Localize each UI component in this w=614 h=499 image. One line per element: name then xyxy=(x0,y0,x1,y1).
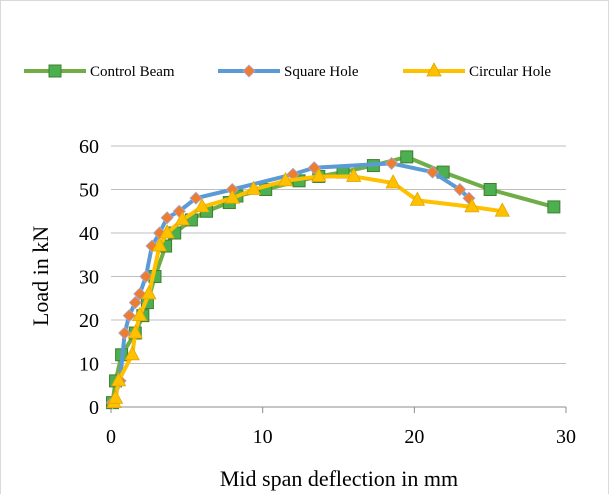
legend-item-square-hole: Square Hole xyxy=(218,64,359,80)
data-point-circular-hole xyxy=(110,372,127,387)
tick-labels: 0 10 20 30 40 50 60 0 10 20 30 xyxy=(79,136,576,448)
data-point-square-hole xyxy=(118,326,132,340)
legend-marker xyxy=(426,62,442,77)
legend-item-control-beam: Control Beam xyxy=(24,64,175,80)
data-point-circular-hole xyxy=(132,306,148,322)
data-point-control-beam xyxy=(483,183,497,196)
data-point-circular-hole xyxy=(245,180,262,195)
data-point-circular-hole xyxy=(311,167,327,182)
x-axis-title: Mid span deflection in mm xyxy=(220,466,458,491)
data-point-square-hole xyxy=(122,309,136,323)
data-point-circular-hole xyxy=(124,345,140,361)
y-tick-label: 30 xyxy=(79,267,99,289)
data-point-control-beam xyxy=(400,150,414,164)
data-point-circular-hole xyxy=(224,189,241,204)
series-circular-hole xyxy=(106,167,510,409)
data-point-square-hole xyxy=(189,191,203,205)
legend-item-circular-hole: Circular Hole xyxy=(403,62,551,80)
data-point-square-hole xyxy=(425,165,440,179)
data-point-circular-hole xyxy=(159,224,175,239)
data-point-square-hole xyxy=(453,182,467,197)
data-point-square-hole xyxy=(160,211,174,225)
data-point-circular-hole xyxy=(345,167,362,182)
data-point-circular-hole xyxy=(494,202,510,217)
data-point-control-beam xyxy=(547,200,561,214)
y-tick-label: 60 xyxy=(79,136,99,158)
axes xyxy=(110,406,567,413)
data-point-circular-hole xyxy=(141,285,157,300)
x-tick-label: 0 xyxy=(106,426,116,448)
x-tick-label: 30 xyxy=(556,426,576,448)
data-point-circular-hole xyxy=(174,211,190,226)
gridlines xyxy=(111,145,566,364)
legend: Control Beam Square Hole Circular Hole xyxy=(24,62,551,80)
x-tick-label: 20 xyxy=(404,426,424,448)
y-tick-label: 20 xyxy=(79,310,99,332)
y-tick-label: 50 xyxy=(79,180,99,202)
y-tick-label: 10 xyxy=(79,354,99,376)
legend-label: Circular Hole xyxy=(469,64,551,80)
data-point-circular-hole xyxy=(127,324,143,339)
data-point-circular-hole xyxy=(409,191,426,206)
data-point-square-hole xyxy=(385,156,399,170)
data-point-square-hole xyxy=(139,269,153,284)
y-tick-label: 0 xyxy=(89,397,99,419)
data-point-square-hole xyxy=(128,296,142,310)
data-point-circular-hole xyxy=(464,198,480,213)
data-point-circular-hole xyxy=(107,389,124,404)
data-point-circular-hole xyxy=(151,237,168,252)
legend-label: Control Beam xyxy=(90,64,175,80)
y-tick-label: 40 xyxy=(79,223,99,245)
data-point-circular-hole xyxy=(194,198,210,213)
y-axis-title: Load in kN xyxy=(28,226,53,326)
legend-marker xyxy=(242,64,256,78)
data-point-circular-hole xyxy=(385,174,401,189)
series-layer xyxy=(105,150,561,410)
x-tick-label: 10 xyxy=(253,426,273,448)
legend-label: Square Hole xyxy=(284,64,359,80)
legend-marker xyxy=(48,64,62,78)
data-point-circular-hole xyxy=(277,171,294,187)
